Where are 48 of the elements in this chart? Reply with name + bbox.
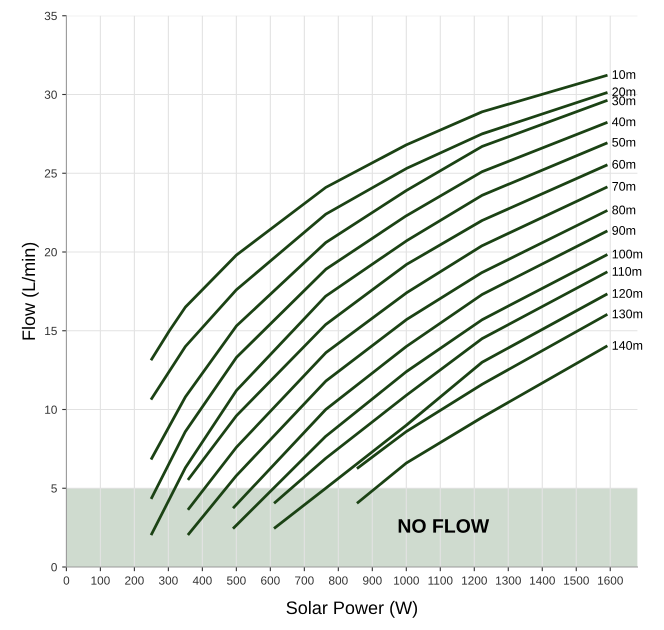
x-tick-label: 100 — [91, 576, 110, 585]
x-tick-label: 600 — [261, 576, 280, 585]
series-label: 20m — [612, 87, 636, 96]
series-label: 80m — [612, 206, 636, 214]
series-label: 110m — [612, 266, 642, 276]
x-tick-label: 1300 — [496, 576, 521, 585]
line-series — [150, 92, 608, 400]
line-series — [187, 164, 608, 480]
series-label: 10m — [612, 70, 636, 79]
series-label: 140m — [612, 341, 642, 350]
line-series — [356, 345, 608, 504]
line-series — [274, 271, 608, 504]
y-axis-title: Flow (L/min) — [22, 242, 39, 340]
x-tick-label: 800 — [328, 576, 348, 585]
series-label: 60m — [612, 160, 636, 169]
x-tick-label: 1000 — [394, 576, 419, 585]
y-tick-label: 25 — [44, 169, 57, 178]
x-tick-label: 700 — [295, 576, 314, 585]
line-series — [150, 74, 608, 360]
y-tick-label: 20 — [44, 248, 57, 256]
line-series — [150, 99, 608, 460]
x-tick-label: 1400 — [530, 576, 555, 585]
x-tick-label: 900 — [363, 576, 382, 585]
x-tick-label: 500 — [226, 576, 246, 585]
series-label: 100m — [612, 250, 642, 259]
x-tick-label: 1500 — [564, 576, 589, 585]
x-tick-label: 300 — [158, 576, 178, 585]
series-label: 130m — [612, 310, 642, 318]
y-tick-label: 15 — [45, 326, 57, 336]
series-label: 30m — [612, 96, 636, 106]
series-label: 40m — [612, 117, 636, 126]
band-label: NO FLOW — [398, 519, 490, 533]
series-label: 90m — [612, 226, 636, 235]
series-label: 50m — [612, 138, 636, 147]
x-tick-label: 1200 — [462, 576, 487, 585]
x-tick-label: 1600 — [598, 576, 623, 585]
x-tick-label: 200 — [125, 576, 144, 585]
x-tick-label: 1100 — [428, 576, 453, 585]
series-label: 120m — [612, 289, 642, 298]
y-tick-label: 35 — [44, 12, 57, 20]
x-axis-title: Solar Power (W) — [286, 600, 418, 618]
x-tick-label: 0 — [64, 576, 70, 585]
y-tick-label: 30 — [44, 90, 57, 99]
series-label: 70m — [612, 182, 636, 191]
y-tick-label: 5 — [51, 484, 57, 493]
y-tick-label: 10 — [45, 406, 57, 414]
y-tick-label: 0 — [51, 563, 57, 572]
x-tick-label: 400 — [192, 576, 212, 585]
